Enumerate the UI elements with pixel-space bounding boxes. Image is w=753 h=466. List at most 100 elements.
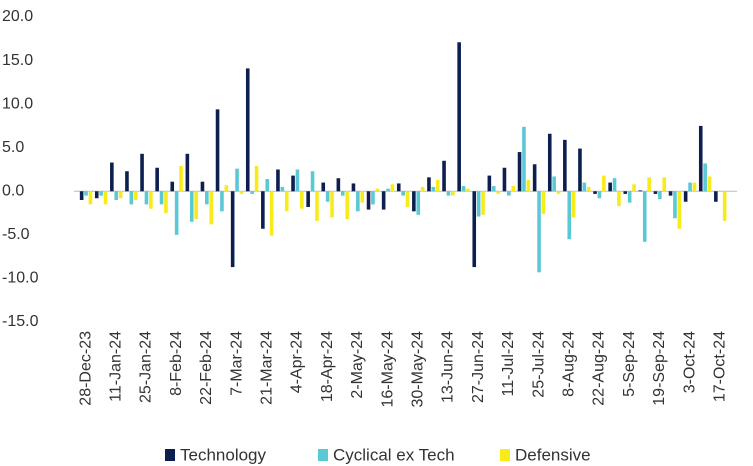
- x-tick-label: 25-Jan-24: [138, 331, 155, 403]
- bar: [88, 191, 93, 205]
- bar: [571, 191, 576, 218]
- bar: [133, 191, 138, 200]
- bar: [673, 191, 677, 219]
- bar: [698, 125, 703, 192]
- bar: [567, 191, 572, 240]
- bar: [103, 191, 108, 205]
- x-tick-label: 2-May-24: [349, 331, 366, 399]
- bar: [194, 191, 198, 220]
- bar: [239, 191, 244, 194]
- bar: [164, 191, 168, 214]
- bar: [703, 163, 707, 192]
- bar: [653, 191, 658, 194]
- y-tick-label: -10.0: [2, 270, 39, 287]
- bar: [155, 167, 159, 192]
- x-tick-label: 22-Feb-24: [198, 331, 215, 405]
- bar: [526, 179, 531, 192]
- bar: [265, 179, 270, 192]
- bar: [179, 166, 183, 192]
- bar: [541, 191, 546, 214]
- bar: [149, 191, 153, 209]
- bar: [125, 171, 129, 192]
- bar: [517, 152, 522, 192]
- bar: [502, 167, 507, 192]
- bar: [209, 191, 214, 225]
- x-tick-label: 4-Apr-24: [289, 331, 306, 393]
- bar: [522, 126, 526, 192]
- bar: [356, 191, 360, 212]
- bar: [547, 133, 552, 192]
- bar: [230, 191, 235, 268]
- bar: [563, 139, 567, 192]
- x-tick-label: 13-Jun-24: [440, 331, 457, 403]
- bar: [457, 42, 461, 192]
- x-tick-label: 19-Sep-24: [651, 331, 668, 406]
- legend-label: Defensive: [515, 445, 591, 464]
- bar: [340, 191, 345, 196]
- bar: [291, 175, 295, 192]
- y-tick-label: 0.0: [2, 183, 24, 200]
- x-tick-label: 25-Jul-24: [530, 331, 547, 398]
- x-tick-label: 11-Jul-24: [500, 331, 517, 397]
- bar: [310, 171, 315, 192]
- bar: [371, 191, 375, 205]
- bar: [623, 191, 628, 194]
- y-tick-label: 20.0: [2, 8, 33, 25]
- bar: [280, 186, 285, 192]
- bar: [627, 191, 632, 203]
- bar: [336, 178, 341, 192]
- bar: [658, 191, 662, 200]
- bar: [647, 177, 651, 192]
- bar: [496, 191, 500, 194]
- x-tick-label: 8-Feb-24: [168, 331, 185, 396]
- bar: [556, 191, 561, 194]
- bar: [668, 191, 673, 196]
- x-tick-label: 7-Mar-24: [228, 331, 245, 396]
- y-tick-label: 15.0: [2, 52, 33, 69]
- bar: [140, 153, 144, 192]
- bar: [420, 186, 425, 192]
- bar: [427, 177, 431, 192]
- x-tick-label: 3-Oct-24: [681, 331, 698, 393]
- y-tick-label: 10.0: [2, 95, 33, 112]
- bar: [185, 153, 190, 192]
- bar: [597, 191, 602, 199]
- bar: [481, 191, 485, 215]
- legend-label: Technology: [180, 445, 267, 464]
- bar: [174, 191, 179, 235]
- bar: [189, 191, 194, 222]
- bar: [306, 191, 310, 207]
- y-tick-label: 5.0: [2, 139, 24, 156]
- bar: [451, 191, 455, 196]
- x-tick-label: 28-Dec-23: [77, 331, 94, 406]
- bar: [144, 191, 149, 205]
- bar: [612, 178, 617, 192]
- y-tick-label: -5.0: [2, 226, 30, 243]
- bar: [330, 191, 334, 218]
- x-tick-label: 27-Jun-24: [470, 331, 487, 403]
- bar: [442, 160, 446, 192]
- x-tick-label: 5-Sep-24: [621, 331, 638, 397]
- bar: [677, 191, 682, 229]
- bar: [412, 191, 416, 212]
- bar: [582, 182, 587, 192]
- bar: [254, 166, 259, 192]
- bar: [250, 191, 254, 194]
- bar: [714, 191, 718, 202]
- bar: [578, 148, 582, 192]
- bar: [200, 181, 205, 192]
- bar: [159, 191, 164, 205]
- bar: [325, 191, 330, 202]
- bar: [446, 191, 451, 196]
- y-tick-label: -15.0: [2, 313, 39, 330]
- x-tick-label: 22-Aug-24: [591, 331, 608, 406]
- bar: [276, 169, 280, 192]
- bar: [129, 191, 134, 205]
- bar: [593, 191, 597, 194]
- bar: [461, 186, 466, 192]
- bar: [416, 191, 421, 215]
- legend-swatch: [318, 449, 328, 461]
- bar: [215, 109, 220, 192]
- bar: [386, 188, 390, 192]
